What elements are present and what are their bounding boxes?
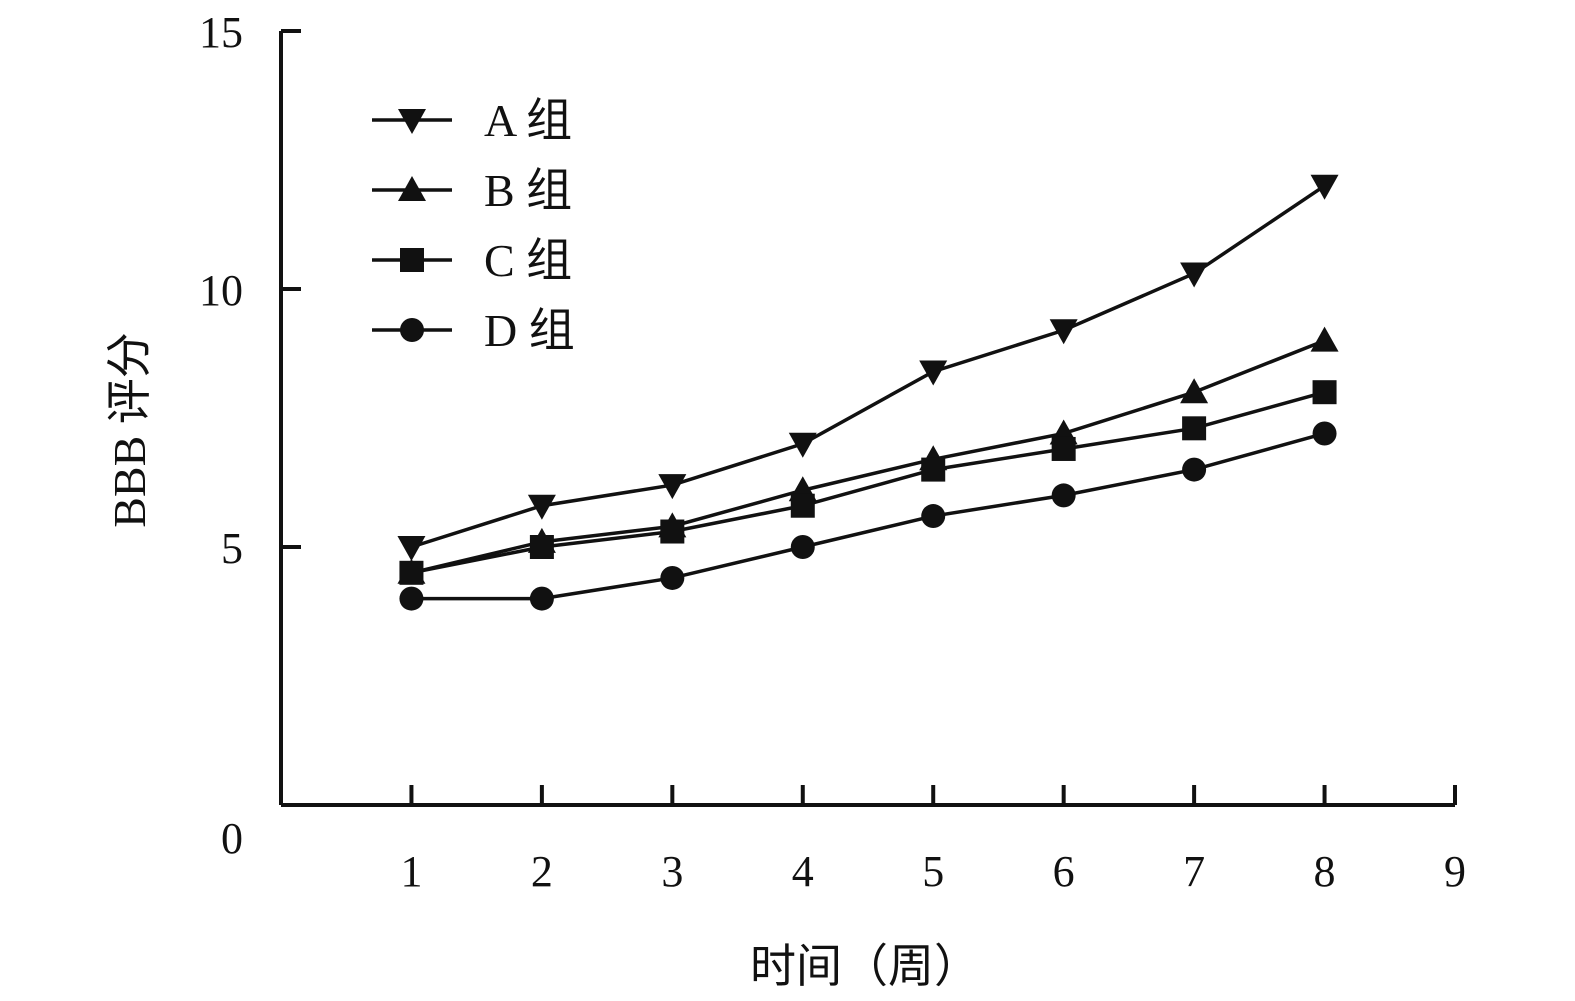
data-point	[1051, 436, 1076, 461]
ticks: 0 5 10 15 1 2 3 4 5 6 7 8 9	[199, 8, 1466, 896]
data-point	[397, 536, 426, 561]
legend-label: B 组	[484, 165, 572, 216]
legend: A 组 B 组 C 组 D 组	[372, 95, 575, 356]
data-point	[788, 432, 817, 458]
data-point	[1180, 378, 1209, 404]
data-point	[658, 474, 687, 500]
data-point	[1051, 483, 1076, 508]
data-point	[790, 535, 815, 559]
data-point	[529, 535, 554, 559]
data-point	[921, 504, 946, 529]
data-point	[921, 457, 946, 482]
legend-marker	[398, 176, 426, 201]
legend-item: D 组	[372, 305, 575, 356]
x-tick-label: 6	[1053, 847, 1075, 896]
legend-label: D 组	[484, 305, 575, 356]
axes	[279, 31, 1455, 807]
data-point	[1312, 380, 1337, 405]
y-tick-label: 0	[221, 814, 243, 863]
series-triangle-down	[397, 174, 1339, 561]
series-line	[410, 184, 1326, 549]
legend-item: A 组	[372, 95, 572, 146]
legend-marker	[400, 318, 424, 342]
y-tick-label: 15	[199, 8, 243, 57]
x-axis-title: 时间（周）	[750, 941, 980, 992]
data-point	[1310, 174, 1339, 200]
legend-item: B 组	[372, 165, 572, 216]
x-tick-label: 1	[400, 847, 422, 896]
series-line	[411, 431, 1326, 601]
data-point	[1049, 319, 1078, 345]
data-point	[790, 493, 815, 518]
x-tick-label: 7	[1183, 847, 1205, 896]
legend-marker	[400, 248, 424, 272]
data-point	[527, 494, 556, 520]
series	[397, 174, 1339, 611]
data-point	[1182, 457, 1207, 482]
legend-item: C 组	[372, 235, 572, 286]
x-tick-label: 3	[661, 847, 683, 896]
data-point	[1180, 262, 1209, 288]
series-line	[411, 390, 1326, 575]
data-point	[660, 519, 685, 544]
x-tick-label: 2	[531, 847, 553, 896]
series-square	[399, 380, 1337, 585]
data-point	[529, 586, 554, 611]
data-point	[1312, 421, 1337, 446]
data-point	[399, 560, 424, 585]
y-tick-label: 10	[199, 266, 243, 315]
x-tick-label: 9	[1444, 847, 1466, 896]
x-tick-label: 4	[792, 847, 814, 896]
x-tick-label: 5	[922, 847, 944, 896]
y-axis-title: BBB 评分	[104, 332, 155, 528]
data-point	[919, 360, 948, 386]
legend-label: A 组	[484, 95, 572, 146]
legend-marker	[398, 109, 426, 134]
series-circle	[399, 421, 1337, 611]
data-point	[399, 586, 424, 611]
data-point	[660, 565, 685, 590]
series-line	[411, 338, 1326, 575]
y-tick-label: 5	[221, 524, 243, 573]
data-point	[1310, 326, 1339, 352]
x-tick-label: 8	[1314, 847, 1336, 896]
legend-label: C 组	[484, 235, 572, 286]
data-point	[1182, 416, 1207, 441]
